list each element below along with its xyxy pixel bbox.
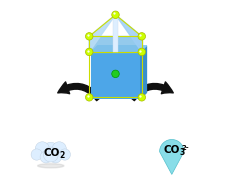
Circle shape [41, 142, 60, 161]
Circle shape [85, 94, 93, 101]
Polygon shape [91, 46, 146, 52]
Polygon shape [89, 36, 142, 52]
Circle shape [138, 48, 146, 56]
Circle shape [52, 142, 66, 156]
Circle shape [31, 149, 42, 160]
Circle shape [40, 151, 52, 163]
Text: 2-: 2- [182, 145, 189, 151]
Polygon shape [140, 46, 146, 99]
Circle shape [85, 48, 93, 56]
Circle shape [49, 151, 61, 163]
Circle shape [112, 70, 119, 78]
Bar [91, 52, 140, 99]
Polygon shape [160, 139, 184, 174]
Text: 2: 2 [59, 151, 64, 160]
Text: 3: 3 [179, 148, 184, 157]
Circle shape [85, 33, 93, 40]
Bar [113, 15, 118, 52]
Circle shape [138, 33, 146, 40]
Circle shape [43, 147, 58, 162]
FancyArrowPatch shape [58, 82, 101, 101]
FancyArrowPatch shape [130, 82, 173, 101]
Circle shape [138, 94, 146, 101]
Polygon shape [116, 15, 142, 52]
Text: CO: CO [164, 145, 180, 155]
Ellipse shape [38, 164, 64, 168]
Circle shape [112, 11, 119, 19]
Polygon shape [89, 15, 116, 52]
Circle shape [35, 142, 49, 156]
Circle shape [59, 149, 70, 160]
Text: CO: CO [43, 148, 60, 158]
